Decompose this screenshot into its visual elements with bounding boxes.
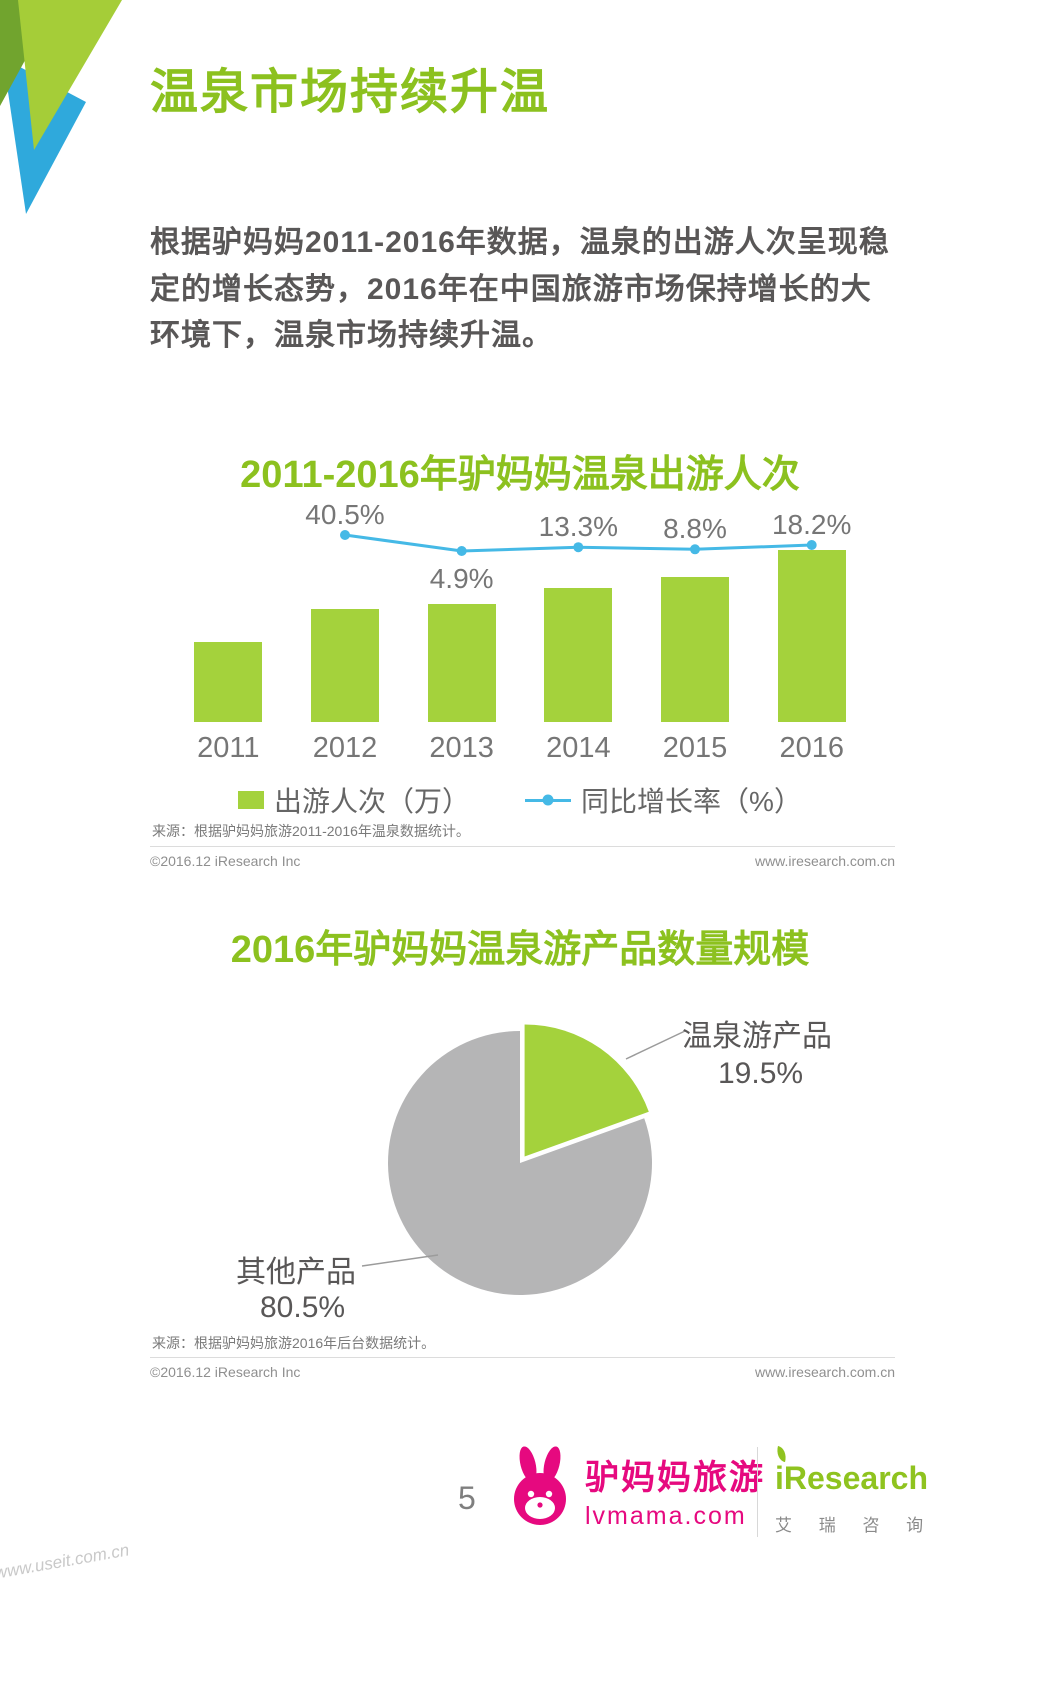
bar-2013 <box>427 604 496 722</box>
pie-value-other: 80.5% <box>260 1291 346 1324</box>
pie-value-hot-spring: 19.5% <box>718 1057 804 1090</box>
divider-rule <box>150 846 895 847</box>
bar-legend-swatch <box>238 791 265 809</box>
bar-column-2012 <box>287 542 404 722</box>
page-number: 5 <box>458 1480 476 1516</box>
lvmama-domain-text: lvmama.com <box>585 1501 747 1530</box>
pie-label-hot-spring: 温泉游产品 <box>682 1020 832 1053</box>
growth-label-2016: 18.2% <box>771 509 852 541</box>
website-text: www.iresearch.com.cn <box>754 1364 895 1380</box>
pie-graphic <box>361 1024 686 1295</box>
bar-2016 <box>777 550 846 722</box>
bar-column-2014 <box>520 542 637 722</box>
bar-column-2016 <box>753 542 870 722</box>
logo-divider <box>757 1447 758 1537</box>
pie-label-other: 其他产品 <box>236 1256 356 1289</box>
iresearch-chinese-text: 艾 瑞 咨 询 <box>775 1516 935 1535</box>
bar-column-2011 <box>170 542 287 722</box>
growth-label-2012: 40.5% <box>305 499 385 530</box>
bar-chart-source-note: 来源：根据驴妈妈旅游2011-2016年温泉数据统计。 <box>152 823 470 839</box>
x-label-2012: 2012 <box>312 732 378 764</box>
legend-label-visits: 出游人次（万） <box>274 786 471 817</box>
bar-chart-title: 2011-2016年驴妈妈温泉出游人次 <box>240 454 800 496</box>
bar-line-chart: 40.5% 4.9% 13.3% 8.8% 18.2% <box>170 499 870 722</box>
iresearch-logo-text: iResearch <box>774 1445 928 1497</box>
x-label-2013: 2013 <box>429 732 494 764</box>
watermark: www.useit.com.cn <box>0 1540 131 1583</box>
x-label-2011: 2011 <box>197 732 260 764</box>
growth-label-2015: 8.8% <box>663 513 727 545</box>
pie-chart-source-note: 来源：根据驴妈妈旅游2016年后台数据统计。 <box>152 1335 436 1351</box>
bar-column-2013 <box>403 542 520 722</box>
divider-rule <box>150 1357 895 1358</box>
bar-2012 <box>311 609 379 722</box>
website-text: www.iresearch.com.cn <box>754 853 895 869</box>
growth-rate-line <box>340 530 817 556</box>
bar-series <box>170 542 870 722</box>
pie-chart: 温泉游产品 19.5% 其他产品 80.5% <box>140 995 900 1340</box>
lvmama-logo-text: 驴妈妈旅游 <box>585 1458 765 1497</box>
lvmama-logo-text-block: 驴妈妈旅游 lvmama.com <box>585 1450 765 1531</box>
legend-label-growth: 同比增长率（%） <box>581 786 802 817</box>
intro-paragraph: 根据驴妈妈2011-2016年数据，温泉的出游人次呈现稳定的增长态势，2016年… <box>150 226 890 352</box>
growth-label-2013: 4.9% <box>429 563 494 595</box>
bar-2014 <box>544 588 613 722</box>
copyright-text: ©2016.12 iResearch Inc <box>150 853 301 869</box>
growth-label-2014: 13.3% <box>538 511 619 543</box>
bar-chart-legend: 出游人次（万） 同比增长率（%） <box>0 780 1040 820</box>
x-label-2016: 2016 <box>779 732 844 764</box>
copyright-text: ©2016.12 iResearch Inc <box>150 1364 301 1380</box>
bar-2011 <box>194 642 263 722</box>
pie-chart-title: 2016年驴妈妈温泉游产品数量规模 <box>230 929 810 971</box>
bar-column-2015 <box>637 542 754 722</box>
bar-chart-footer: ©2016.12 iResearch Inc www.iresearch.com… <box>150 853 895 869</box>
lvmama-bunny-icon <box>514 1446 566 1525</box>
legend-item-growth: 同比增长率（%） <box>525 780 802 820</box>
line-legend-swatch <box>525 794 572 806</box>
legend-item-visits: 出游人次（万） <box>238 780 470 820</box>
x-label-2014: 2014 <box>546 732 611 764</box>
x-label-2015: 2015 <box>662 732 728 764</box>
lvmama-logo: 驴妈妈旅游 lvmama.com <box>503 1444 765 1536</box>
iresearch-wordmark: iResearch <box>775 1460 928 1496</box>
page-title: 温泉市场持续升温 <box>150 66 551 119</box>
x-axis-labels: 2011 2012 2013 2014 2015 2016 <box>170 732 870 765</box>
bar-2015 <box>661 577 730 722</box>
iresearch-logo: iResearch 艾 瑞 咨 询 <box>774 1445 935 1536</box>
line-legend-dot <box>542 794 554 806</box>
pie-chart-footer: ©2016.12 iResearch Inc www.iresearch.com… <box>150 1364 895 1380</box>
